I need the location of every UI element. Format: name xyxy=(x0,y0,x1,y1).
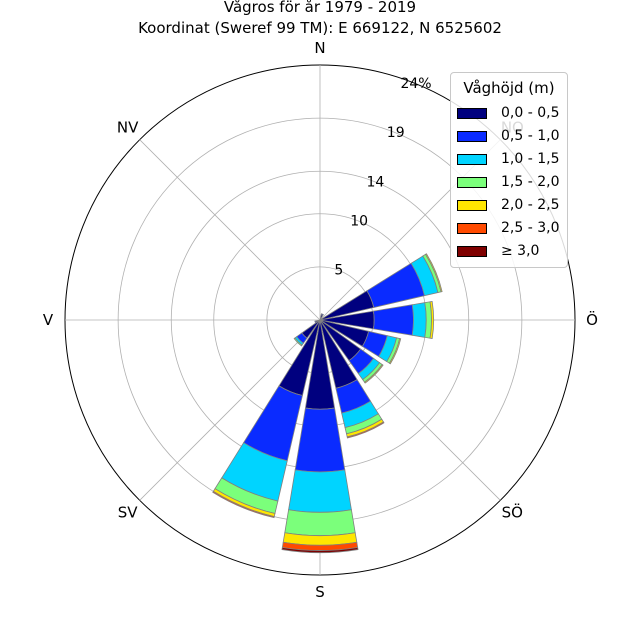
bar-segment xyxy=(314,320,317,324)
grid-spoke xyxy=(139,139,321,321)
legend-item-2: 1,0 - 1,5 xyxy=(457,151,559,167)
bar-segment xyxy=(293,337,303,347)
bar-segment xyxy=(346,421,385,439)
legend-title: Våghöjd (m) xyxy=(463,79,555,97)
radial-tick-labels: 5 10 14 19 24% xyxy=(334,76,431,279)
grid-spoke xyxy=(139,319,321,501)
direction-label: S xyxy=(315,583,325,601)
legend-label: 0,5 - 1,0 xyxy=(501,128,560,144)
legend-item-1: 0,5 - 1,0 xyxy=(457,128,559,144)
legend-swatch xyxy=(457,107,487,119)
radial-tick-label: 10 xyxy=(350,214,368,230)
legend-item-4: 2,0 - 2,5 xyxy=(457,197,559,213)
sector-bars xyxy=(212,253,443,554)
legend-swatch xyxy=(457,130,487,142)
bar-segment xyxy=(288,469,352,513)
legend-label: 0,0 - 0,5 xyxy=(501,105,560,121)
bar-segment xyxy=(424,253,443,293)
radial-tick-label: 14 xyxy=(366,174,384,190)
legend-swatch xyxy=(457,153,487,165)
bar-segment xyxy=(373,304,414,336)
legend-swatch xyxy=(457,199,487,211)
radial-tick-label: 5 xyxy=(334,263,343,279)
legend-swatch xyxy=(457,245,487,257)
bar-segment xyxy=(294,407,346,473)
bar-segment xyxy=(411,302,427,338)
direction-label: SV xyxy=(118,503,139,521)
legend-label: 1,5 - 2,0 xyxy=(501,174,560,190)
legend-label: ≥ 3,0 xyxy=(501,243,540,259)
direction-label: SÖ xyxy=(502,502,523,521)
bar-segment xyxy=(320,313,324,317)
legend-item-0: 0,0 - 0,5 xyxy=(457,105,559,121)
direction-label: V xyxy=(43,311,54,329)
direction-label: Ö xyxy=(586,310,598,329)
radial-tick-label: 24% xyxy=(400,76,431,92)
direction-label: NV xyxy=(117,119,139,137)
legend-item-6: ≥ 3,0 xyxy=(457,243,539,259)
radial-tick-label: 19 xyxy=(387,125,405,141)
legend-item-3: 1,5 - 2,0 xyxy=(457,174,559,190)
chart-title-line-2: Koordinat (Sweref 99 TM): E 669122, N 65… xyxy=(138,19,502,37)
bar-segment xyxy=(363,363,384,384)
bar-segment xyxy=(281,547,359,554)
chart-title-line-1: Vågros för år 1979 - 2019 xyxy=(224,0,416,16)
legend-label: 2,5 - 3,0 xyxy=(501,220,560,236)
direction-label: N xyxy=(314,39,325,57)
bar-segment xyxy=(212,490,275,519)
legend-label: 2,0 - 2,5 xyxy=(501,197,560,213)
bar-segment xyxy=(429,300,435,340)
bar-segment xyxy=(284,509,356,537)
legend-swatch xyxy=(457,176,487,188)
bar-segment xyxy=(388,338,402,365)
legend-label: 1,0 - 1,5 xyxy=(501,151,560,167)
legend-swatch xyxy=(457,222,487,234)
legend: Våghöjd (m) 0,0 - 0,5 0,5 - 1,0 1,0 - 1,… xyxy=(450,72,568,268)
legend-item-5: 2,5 - 3,0 xyxy=(457,220,559,236)
